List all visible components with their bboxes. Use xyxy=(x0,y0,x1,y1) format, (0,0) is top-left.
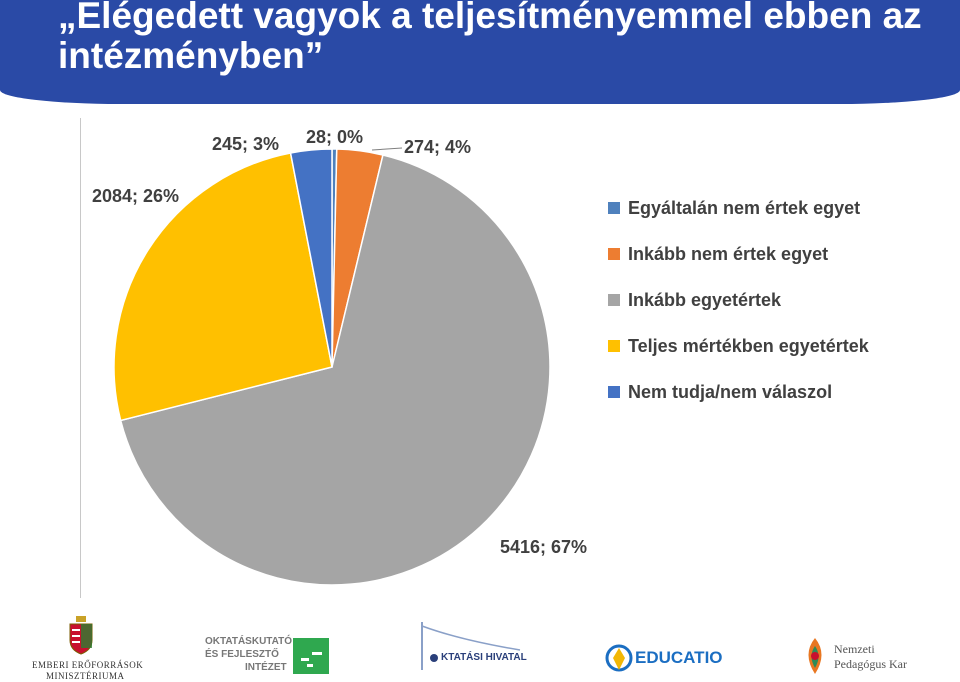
slice-data-label: 5416; 67% xyxy=(500,537,587,557)
legend-swatch xyxy=(608,294,620,306)
educatio-logo-icon xyxy=(605,644,633,672)
ofi-line2: ÉS FEJLESZTŐ xyxy=(205,649,279,660)
coat-of-arms-icon xyxy=(69,616,93,655)
ofi-logo: OKTATÁSKUTATÓ ÉS FEJLESZTŐ INTÉZET xyxy=(205,614,335,682)
legend-label: Teljes mértékben egyetértek xyxy=(628,336,869,356)
oh-text: KTATÁSI HIVATAL xyxy=(441,652,527,663)
oktatasi-hivatal-logo: KTATÁSI HIVATAL xyxy=(420,614,530,682)
page-title: „Elégedett vagyok a teljesítményemmel eb… xyxy=(58,0,922,76)
npk-logo: Nemzeti Pedagógus Kar xyxy=(800,614,940,682)
legend-swatch xyxy=(608,340,620,352)
pie-slice xyxy=(119,154,551,586)
legend-label: Inkább egyetértek xyxy=(628,290,782,310)
ofi-logo-icon xyxy=(293,638,329,674)
divider-line xyxy=(80,118,81,598)
legend-label: Inkább nem értek egyet xyxy=(628,244,829,264)
legend-item-inkabb-nem: Inkább nem értek egyet xyxy=(608,240,908,268)
leader-line xyxy=(371,147,403,151)
emmi-logo: Emberi Erőforrások Minisztériuma xyxy=(28,614,143,682)
chart-legend: Egyáltalán nem értek egyet Inkább nem ér… xyxy=(608,194,908,424)
slice-data-label: 28; 0% xyxy=(306,127,363,147)
legend-item-inkabb-egyetertek: Inkább egyetértek xyxy=(608,286,908,314)
slice-data-label: 245; 3% xyxy=(212,134,279,154)
npk-line2: Pedagógus Kar xyxy=(834,657,907,671)
legend-item-nem-tudja: Nem tudja/nem válaszol xyxy=(608,378,908,406)
legend-swatch xyxy=(608,248,620,260)
legend-item-egyaltalan-nem: Egyáltalán nem értek egyet xyxy=(608,194,908,222)
pie-slice xyxy=(289,148,333,368)
emmi-line1: Emberi Erőforrások xyxy=(32,660,144,670)
slice-data-label: 2084; 26% xyxy=(92,186,179,206)
ofi-line3: INTÉZET xyxy=(245,662,287,673)
npk-line1: Nemzeti xyxy=(834,642,875,656)
legend-item-teljes: Teljes mértékben egyetértek xyxy=(608,332,908,360)
legend-swatch xyxy=(608,202,620,214)
educatio-text: EDUCATIO xyxy=(635,648,723,667)
oktatasi-hivatal-logo-icon xyxy=(421,622,521,670)
legend-label: Egyáltalán nem értek egyet xyxy=(628,198,861,218)
header-bar: „Elégedett vagyok a teljesítményemmel eb… xyxy=(0,0,960,104)
educatio-logo: EDUCATIO xyxy=(605,614,735,682)
emmi-line2: Minisztériuma xyxy=(46,671,125,681)
pie-slice xyxy=(113,152,333,422)
npk-logo-icon xyxy=(808,638,822,674)
legend-swatch xyxy=(608,386,620,398)
ofi-line1: OKTATÁSKUTATÓ xyxy=(205,636,293,647)
slice-data-label: 274; 4% xyxy=(404,137,471,157)
legend-label: Nem tudja/nem válaszol xyxy=(628,382,833,402)
footer-logos: Emberi Erőforrások Minisztériuma OKTATÁS… xyxy=(0,614,960,682)
